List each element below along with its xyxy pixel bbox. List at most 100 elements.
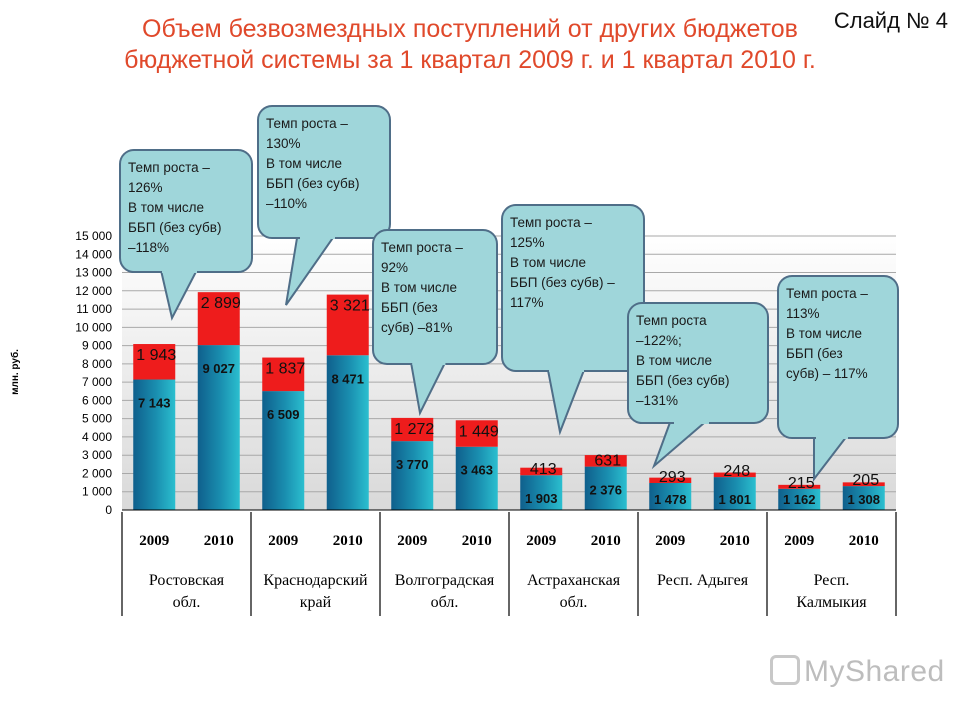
callout-text: субв) –81% [381, 320, 452, 335]
callout-text: 92% [381, 260, 408, 275]
slide-title: Объем безвозмездных поступлений от други… [60, 14, 880, 76]
y-tick-label: 6 000 [82, 393, 112, 407]
top-value-label: 205 [852, 472, 879, 489]
top-value-label: 215 [788, 475, 815, 492]
callout: Темп роста –122%; В том числе ББП (без субв… [627, 302, 769, 470]
callout-text: Темп роста – [510, 215, 592, 230]
base-value-label: 1 903 [525, 491, 558, 506]
bar-top [649, 477, 692, 484]
callout-text: ББП (без субв) – [510, 275, 615, 290]
callout-text: Темп роста – [381, 240, 463, 255]
callout-text: В том числе [636, 353, 712, 368]
base-value-label: 8 471 [331, 371, 364, 386]
callout-text: ББП (без субв) [636, 373, 729, 388]
callout: Темп роста – 92% В том числе ББП (без субв) … [372, 229, 498, 417]
bar-top [326, 294, 369, 356]
y-tick-label: 4 000 [82, 430, 112, 444]
callout-text: Темп роста [636, 313, 707, 328]
slide-number: Слайд № 4 [833, 8, 948, 33]
y-tick-label: 1 000 [82, 485, 112, 499]
y-tick-label: 9 000 [82, 339, 112, 353]
base-value-label: 9 027 [202, 361, 235, 376]
callout-joint [162, 268, 197, 273]
region-label: обл. [173, 594, 201, 611]
callout-text: Темп роста – [786, 286, 868, 301]
region-label: Ростовская [149, 572, 225, 589]
x-tick-year: 2010 [333, 533, 363, 549]
callout-text: 126% [128, 180, 163, 195]
bar-base [326, 355, 369, 510]
base-value-label: 1 801 [718, 492, 751, 507]
callout-text: ББП (без [786, 346, 843, 361]
region-label: край [300, 594, 332, 611]
region-label: обл. [560, 594, 588, 611]
callout-text: Темп роста – [128, 160, 210, 175]
watermark-icon [770, 655, 800, 685]
base-value-label: 3 770 [396, 457, 429, 472]
callout: Темп роста – 130% В том числе ББП (без субв… [257, 105, 391, 306]
top-value-label: 293 [659, 469, 686, 486]
region-label: Респ. [814, 572, 850, 589]
x-tick-year: 2009 [139, 533, 169, 549]
base-value-label: 2 376 [589, 483, 622, 498]
x-tick-year: 2010 [849, 533, 879, 549]
y-tick-label: 7 000 [82, 375, 112, 389]
watermark: MyShared [770, 655, 945, 689]
callout-joint [300, 234, 335, 239]
callout: Темп роста – 125% В том числе ББП (без субв… [501, 204, 645, 436]
base-value-label: 6 509 [267, 407, 300, 422]
y-tick-label: 10 000 [75, 320, 112, 334]
bar-base [262, 391, 305, 510]
callout: Темп роста – 113% В том числе ББП (без субв)… [777, 275, 899, 482]
bar-top [133, 344, 176, 380]
x-tick-year: 2010 [720, 533, 750, 549]
y-tick-label: 11 000 [76, 302, 112, 316]
callout-text: 113% [786, 306, 820, 321]
bar-top [262, 357, 305, 392]
callout-text: ББП (без [381, 300, 438, 315]
top-value-label: 413 [530, 461, 557, 478]
top-value-label: 631 [594, 453, 621, 470]
callout-text: 117% [510, 295, 544, 310]
y-axis-label: млн. руб. [9, 349, 21, 395]
y-tick-label: 13 000 [75, 266, 112, 280]
top-value-label: 1 837 [265, 361, 305, 378]
title-line-1: Объем безвозмездных поступлений от други… [142, 15, 798, 43]
title-line-2: бюджетной системы за 1 квартал 2009 г. и… [124, 46, 816, 74]
callout-joint [549, 367, 584, 372]
x-tick-year: 2009 [784, 533, 814, 549]
bar-base [649, 483, 692, 510]
bar-base [197, 345, 240, 510]
bar-top [391, 417, 434, 442]
region-label: Волгоградская [395, 572, 495, 589]
y-tick-label: 14 000 [75, 247, 112, 261]
y-tick-label: 12 000 [75, 284, 112, 298]
callout-text: 125% [510, 235, 545, 250]
y-tick-label: 0 [105, 503, 112, 517]
callout-text: В том числе [786, 326, 862, 341]
callout-text: В том числе [510, 255, 586, 270]
y-tick-label: 15 000 [75, 229, 112, 243]
x-tick-year: 2010 [204, 533, 234, 549]
region-label: Респ. Адыгея [657, 572, 749, 589]
bar-base [842, 486, 885, 510]
callout-text: ББП (без субв) [266, 176, 359, 191]
bar-base [584, 466, 627, 510]
y-tick-label: 8 000 [82, 357, 112, 371]
x-tick-year: 2009 [526, 533, 556, 549]
top-value-label: 248 [723, 463, 750, 480]
callout-joint [674, 419, 709, 424]
base-value-label: 3 463 [460, 463, 493, 478]
bar-top [584, 455, 627, 467]
base-value-label: 7 143 [138, 396, 171, 411]
bar-top [778, 484, 821, 489]
callout-joint [412, 360, 446, 365]
bar-base [133, 379, 176, 510]
bar-base [391, 441, 434, 510]
top-value-label: 1 449 [459, 423, 499, 440]
callout-text: –118% [128, 240, 169, 255]
callout-joint [816, 434, 848, 439]
x-tick-year: 2010 [591, 533, 621, 549]
bar-base [455, 446, 498, 510]
bar-top [520, 467, 563, 476]
